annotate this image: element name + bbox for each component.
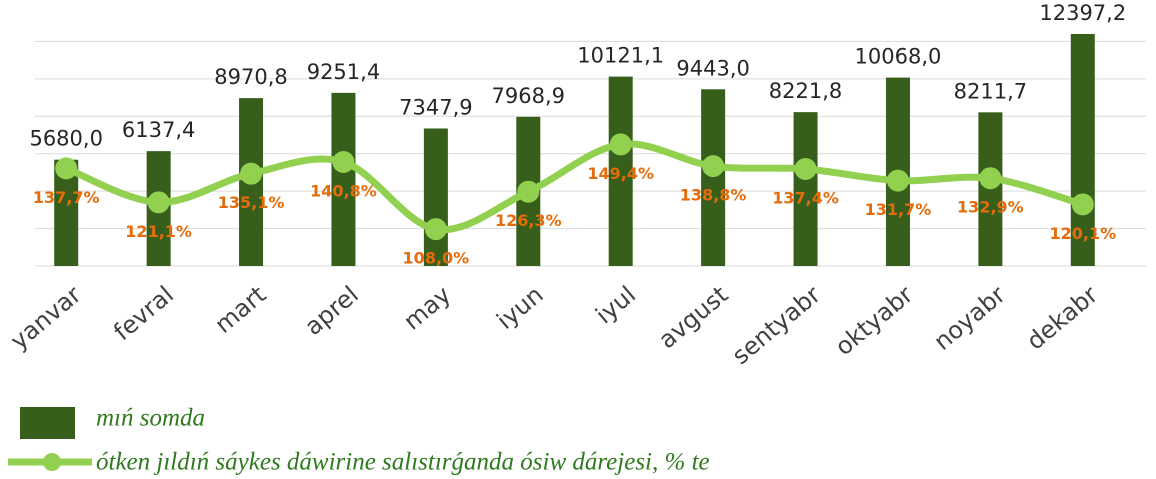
legend-label: ótken jıldıń sáykes dáwirine salıstırǵan…	[96, 449, 710, 476]
x-tick-label: sentyabr	[727, 280, 826, 370]
x-tick-label: iyun	[491, 281, 548, 335]
line-marker	[794, 157, 817, 180]
line-value-label: 137,7%	[33, 188, 100, 207]
bar-value-label: 5680,0	[29, 127, 102, 151]
line-value-label: 120,1%	[1049, 224, 1116, 243]
x-tick-label: yanvar	[5, 280, 87, 355]
line-value-label: 108,0%	[403, 249, 470, 268]
line-value-label: 131,7%	[865, 200, 932, 219]
line-marker	[979, 167, 1002, 190]
legend-label: mıń somda	[96, 405, 205, 432]
x-tick-label: may	[398, 281, 456, 336]
bar-value-label: 8211,7	[954, 79, 1027, 103]
x-tick-label: oktyabr	[830, 280, 919, 361]
x-tick-label: avgust	[653, 281, 733, 355]
line-marker	[886, 169, 909, 192]
line-value-label: 138,8%	[680, 186, 747, 205]
line-marker	[55, 157, 78, 180]
bar-value-label: 9251,4	[307, 60, 380, 84]
bar	[423, 128, 448, 266]
line-value-label: 126,3%	[495, 211, 562, 230]
line-marker	[424, 218, 447, 241]
bar	[1070, 33, 1095, 267]
line-value-label: 149,4%	[587, 164, 654, 183]
x-tick-label: aprel	[299, 281, 364, 341]
bar-value-label: 10121,1	[577, 44, 664, 68]
bar-value-label: 7347,9	[399, 95, 472, 119]
line-marker	[240, 162, 263, 185]
bar	[608, 76, 633, 266]
line-value-label: 140,8%	[310, 182, 377, 201]
x-tick-label: dekabr	[1021, 280, 1103, 355]
x-tick-label: mart	[209, 281, 271, 339]
line-marker	[1071, 193, 1094, 216]
bar	[54, 159, 79, 266]
line-marker	[147, 191, 170, 214]
bar-value-label: 9443,0	[676, 56, 749, 80]
line-marker	[517, 180, 540, 203]
line-value-label: 135,1%	[218, 193, 285, 212]
line-marker	[609, 133, 632, 156]
legend-marker	[43, 453, 61, 471]
bar-value-label: 10068,0	[855, 45, 942, 69]
bar-value-label: 7968,9	[492, 84, 565, 108]
legend-swatch-bar	[20, 407, 75, 439]
bar-value-label: 8970,8	[214, 65, 287, 89]
line-value-label: 121,1%	[125, 222, 192, 241]
bar	[793, 112, 818, 266]
x-tick-label: noyabr	[928, 280, 1010, 355]
line-value-label: 137,4%	[772, 188, 839, 207]
x-tick-label: fevral	[108, 281, 179, 347]
bar-value-label: 8221,8	[769, 79, 842, 103]
bar	[331, 92, 356, 266]
bar-value-label: 12397,2	[1039, 1, 1126, 25]
bar-value-label: 6137,4	[122, 118, 195, 142]
line-marker	[332, 151, 355, 174]
line-value-label: 132,9%	[957, 198, 1024, 217]
bar	[701, 89, 726, 266]
x-tick-label: iyul	[590, 281, 641, 330]
line-marker	[702, 155, 725, 178]
